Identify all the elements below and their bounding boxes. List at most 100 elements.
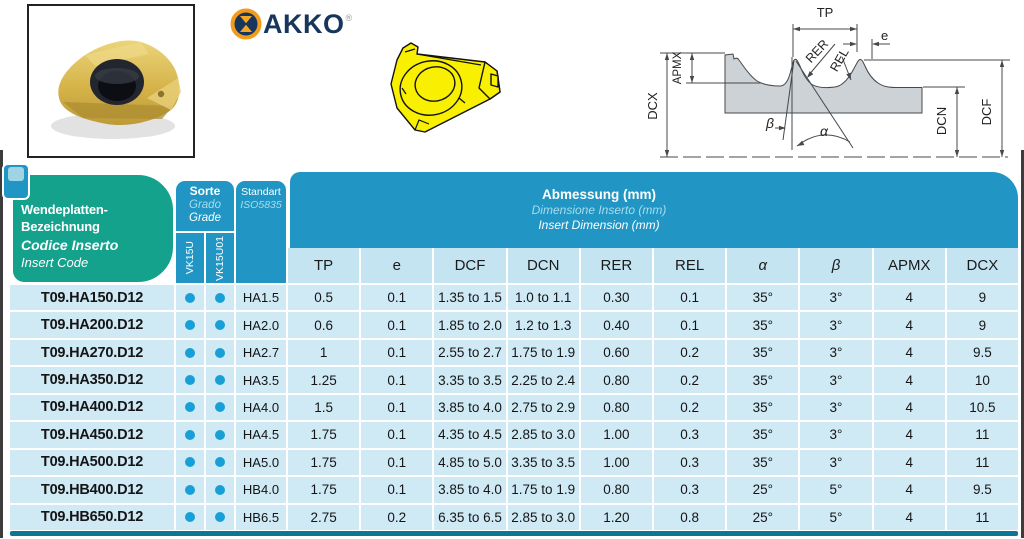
dimension-value: 11: [946, 504, 1018, 530]
dimension-value: 3.85 to 4.0: [434, 394, 506, 421]
dimension-value: 1: [288, 339, 360, 366]
dimension-header-de: Abmessung (mm): [541, 186, 656, 202]
dimension-value: 0.40: [580, 312, 652, 338]
dimension-value: 4: [873, 477, 945, 503]
dimension-value: 25°: [727, 477, 799, 503]
grade-dot: [185, 512, 195, 523]
standard-code: HA1.5: [236, 285, 286, 311]
dimension-value: 10.5: [946, 394, 1018, 421]
dimension-value: 0.1: [361, 477, 433, 503]
dimension-value: 2.75: [288, 504, 360, 530]
dimension-value: 2.85 to 3.0: [507, 504, 579, 530]
dimension-value: 9.5: [946, 477, 1018, 503]
dimension-value: 0.8: [653, 504, 726, 530]
dimension-value: 4: [873, 367, 945, 393]
grade-availability: [176, 394, 204, 421]
dimension-value: 3°: [800, 449, 872, 476]
grade-dot: [215, 429, 225, 440]
dimension-value: 3°: [800, 367, 872, 393]
column-header: APMX: [873, 248, 945, 283]
dimension-value: 9: [946, 312, 1018, 338]
grade-dot: [185, 402, 195, 413]
grade-dot: [215, 484, 225, 495]
column-header: DCN: [507, 248, 579, 283]
dimension-value: 0.1: [361, 449, 433, 476]
grade-availability: [206, 394, 234, 421]
grade-dot: [215, 375, 225, 386]
bookmark-inner: [8, 167, 24, 181]
dimension-value: 4: [873, 339, 945, 366]
dimension-value: 0.2: [361, 504, 433, 530]
label-dcx: DCX: [648, 92, 660, 120]
grade-header-de: Sorte: [189, 184, 221, 198]
dimension-value: 1.0 to 1.1: [507, 285, 579, 311]
dimension-column-headers: TP e DCF DCN RER REL α β APMX DCX: [288, 248, 1018, 283]
dimension-value: 5°: [800, 504, 872, 530]
label-dcn: DCN: [934, 107, 949, 135]
table-body: T09.HA150.D12 HA1.5 0.5 0.1 1.35 to 1.5 1.0 t…: [10, 285, 1018, 530]
akko-logo: AKKO ®: [229, 7, 352, 41]
dimension-value: 6.35 to 6.5: [434, 504, 506, 530]
column-header: e: [361, 248, 433, 283]
insert-code-header-it: Codice Inserto: [21, 236, 119, 253]
grade-availability: [206, 477, 234, 503]
dimension-value: 1.5: [288, 394, 360, 421]
standard-header-line1: Standart: [241, 186, 281, 198]
dimension-value: 1.35 to 1.5: [434, 285, 506, 311]
dimension-value: 0.1: [361, 394, 433, 421]
dimension-value: 2.85 to 3.0: [507, 422, 579, 448]
grade-dot: [215, 320, 225, 331]
dimension-value: 35°: [727, 449, 799, 476]
dimension-value: 0.80: [580, 367, 652, 393]
dimension-value: 0.1: [361, 285, 433, 311]
dimension-value: 0.1: [361, 422, 433, 448]
grade-dot: [185, 375, 195, 386]
dimension-value: 1.2 to 1.3: [507, 312, 579, 338]
dimension-value: 0.2: [653, 394, 726, 421]
dimension-value: 0.80: [580, 394, 652, 421]
dimension-value: 9.5: [946, 339, 1018, 366]
dimension-value: 3°: [800, 394, 872, 421]
grade-availability: [206, 422, 234, 448]
dimension-value: 25°: [727, 504, 799, 530]
dimension-value: 4: [873, 449, 945, 476]
insert-code: T09.HA350.D12: [10, 367, 174, 393]
insert-code: T09.HB400.D12: [10, 477, 174, 503]
standard-code: HA5.0: [236, 449, 286, 476]
label-tp: TP: [817, 5, 834, 20]
column-header: DCF: [434, 248, 506, 283]
label-e: e: [881, 28, 888, 43]
dimension-value: 35°: [727, 394, 799, 421]
dimension-value: 1.75 to 1.9: [507, 339, 579, 366]
dimension-value: 5°: [800, 477, 872, 503]
dimension-value: 0.1: [653, 312, 726, 338]
grade-dot: [215, 292, 225, 303]
insert-code-header-de: Wendeplatten-Bezeichnung: [21, 202, 108, 234]
label-apmx: APMX: [672, 51, 684, 84]
insert-code: T09.HB650.D12: [10, 504, 174, 530]
grade-column-vk15u: VK15U: [176, 233, 204, 283]
insert-code: T09.HA500.D12: [10, 449, 174, 476]
dimension-value: 1.00: [580, 449, 652, 476]
dimension-value: 4: [873, 394, 945, 421]
standard-code: HB6.5: [236, 504, 286, 530]
dimension-value: 3.35 to 3.5: [434, 367, 506, 393]
dimension-value: 35°: [727, 422, 799, 448]
grade-dot: [185, 429, 195, 440]
grade-column-vk15u01: VK15U01: [206, 233, 234, 283]
dimension-header: Abmessung (mm) Dimensione Inserto (mm) I…: [290, 172, 1018, 248]
dimension-value: 11: [946, 422, 1018, 448]
grade-dot: [215, 347, 225, 358]
dimension-value: 2.55 to 2.7: [434, 339, 506, 366]
grade-availability: [176, 367, 204, 393]
dimension-value: 0.30: [580, 285, 652, 311]
registered-trademark: ®: [345, 13, 353, 23]
dimension-value: 4: [873, 504, 945, 530]
dimension-value: 0.1: [653, 285, 726, 311]
dimension-value: 0.3: [653, 422, 726, 448]
dimension-value: 3°: [800, 422, 872, 448]
dimension-header-en: Insert Dimension (mm): [538, 218, 660, 233]
grade-dot: [215, 457, 225, 468]
dimension-value: 0.3: [653, 477, 726, 503]
standard-header-line2: ISO5835: [240, 198, 282, 211]
